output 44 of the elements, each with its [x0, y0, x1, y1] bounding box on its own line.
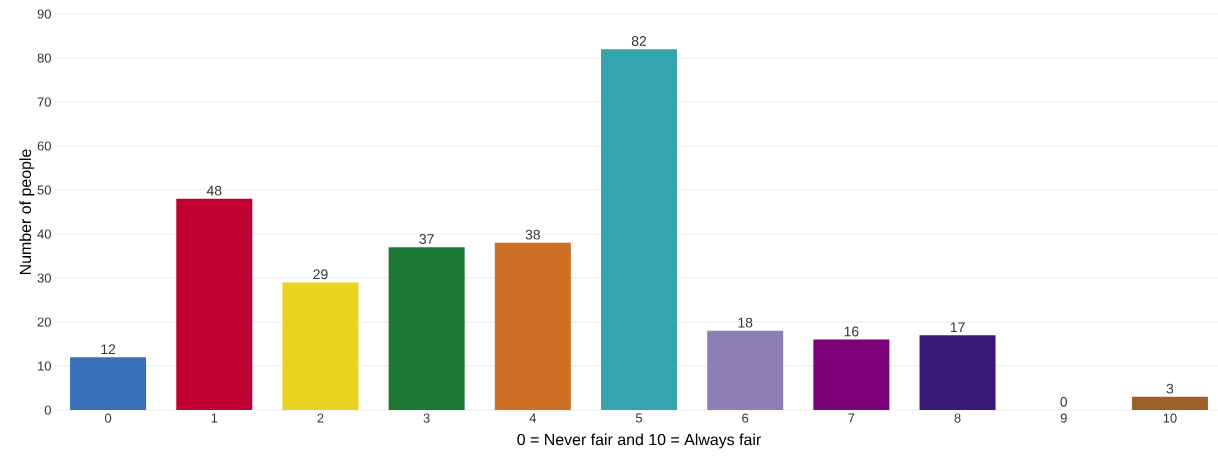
data-label: 3 [1166, 383, 1174, 394]
x-axis-title: 0 = Never fair and 10 = Always fair [517, 433, 761, 449]
x-tick-label: 3 [423, 413, 430, 423]
y-tick-label: 10 [38, 361, 51, 371]
bar [388, 247, 465, 410]
data-label: 0 [1060, 396, 1068, 407]
bar [282, 282, 359, 410]
y-tick-label: 50 [37, 185, 51, 195]
x-tick-label: 0 [104, 413, 112, 423]
x-tick-label: 6 [742, 413, 749, 423]
y-tick-label: 0 [44, 405, 51, 415]
x-tick-label: 5 [635, 413, 643, 423]
x-tick-label: 9 [1060, 413, 1067, 423]
data-label: 17 [950, 322, 965, 332]
y-tick-label: 30 [37, 273, 51, 283]
x-tick-label: 2 [317, 413, 324, 423]
y-tick-label: 20 [37, 317, 51, 327]
data-label: 48 [206, 185, 222, 196]
x-tick-label: 4 [529, 413, 537, 423]
bar [1131, 396, 1208, 410]
data-label: 18 [738, 317, 753, 328]
y-tick-label: 40 [37, 229, 51, 239]
data-label: 37 [419, 234, 434, 245]
bar [601, 49, 677, 410]
y-tick-label: 90 [37, 9, 51, 19]
bar [707, 330, 784, 410]
bar [919, 335, 996, 410]
data-label: 16 [844, 326, 859, 337]
bar [813, 339, 890, 410]
y-tick-label: 80 [37, 53, 51, 63]
bar [176, 198, 253, 410]
data-label: 12 [101, 344, 116, 354]
bar [70, 357, 147, 410]
y-tick-label: 60 [37, 141, 51, 151]
x-tick-label: 10 [1163, 413, 1177, 423]
data-label: 38 [525, 229, 540, 240]
bar [494, 242, 571, 410]
x-tick-label: 8 [954, 413, 961, 423]
x-tick-label: 1 [211, 413, 218, 423]
y-axis-title: Number of people [19, 149, 35, 275]
data-label: 82 [631, 36, 647, 47]
y-tick-label: 70 [37, 97, 51, 107]
data-label: 29 [313, 269, 328, 280]
x-tick-label: 7 [848, 413, 855, 423]
